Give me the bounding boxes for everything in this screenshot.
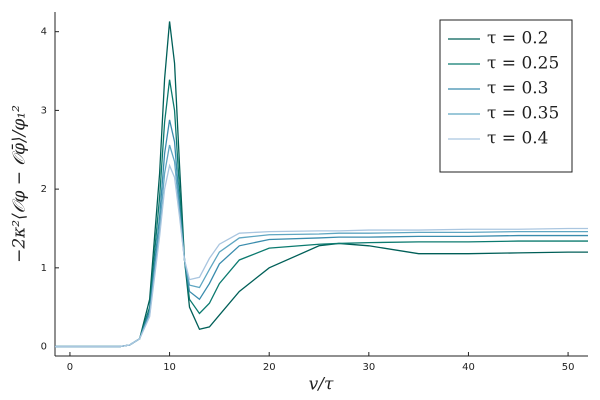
legend-label: τ = 0.4: [487, 129, 549, 149]
y-tick-label: 1: [41, 263, 47, 274]
series-line: [55, 21, 588, 348]
y-tick-label: 4: [41, 27, 47, 38]
x-tick-label: 10: [163, 362, 176, 373]
legend-label: τ = 0.25: [487, 54, 559, 74]
legend-box: [439, 19, 573, 173]
series-line: [55, 163, 588, 348]
x-tick-label: 0: [67, 362, 73, 373]
x-tick-label: 20: [263, 362, 276, 373]
y-tick-label: 2: [41, 184, 47, 195]
y-tick-label: 3: [41, 105, 47, 116]
legend-label: τ = 0.35: [487, 104, 559, 124]
x-axis-title: v/τ: [309, 375, 334, 395]
legend-label: τ = 0.2: [487, 29, 549, 49]
x-tick-label: 40: [462, 362, 475, 373]
legend-label: τ = 0.3: [487, 79, 549, 99]
y-axis-title: −2κ²⟨𝒪φ − 𝒪φ̄⟩/φ₁²: [10, 105, 30, 263]
y-tick-label: 0: [41, 342, 47, 353]
x-tick-label: 30: [362, 362, 375, 373]
x-tick-label: 50: [562, 362, 575, 373]
